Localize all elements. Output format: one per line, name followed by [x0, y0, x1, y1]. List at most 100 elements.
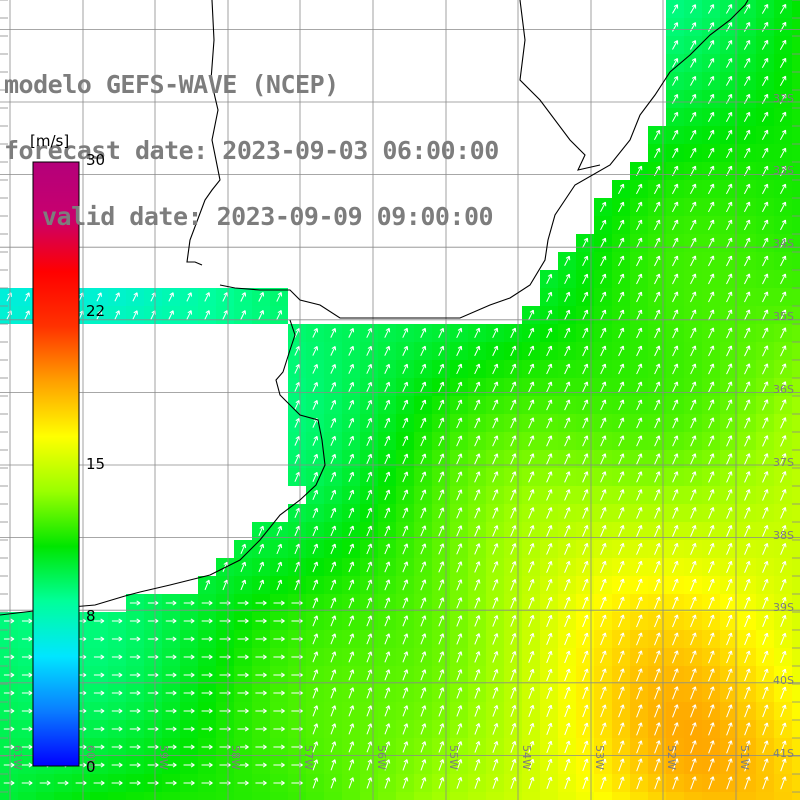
wind-arrow [402, 453, 409, 465]
wind-arrow [780, 542, 787, 555]
wind-arrow [420, 381, 427, 393]
wind-arrow [708, 309, 715, 321]
wind-arrow [183, 636, 195, 642]
speed-cell [576, 792, 594, 800]
wind-arrow [420, 723, 427, 735]
wind-arrow [330, 651, 337, 663]
wind-arrow [438, 363, 445, 375]
wind-arrow [402, 723, 409, 735]
wind-arrow [762, 758, 769, 772]
wind-arrow [780, 776, 787, 790]
wind-arrow [528, 309, 535, 321]
wind-arrow [240, 579, 247, 591]
wind-arrow [528, 525, 535, 537]
wind-arrow [456, 597, 463, 609]
wind-arrow [219, 618, 231, 624]
wind-arrow [420, 579, 427, 591]
wind-arrow [546, 722, 553, 736]
wind-arrow [636, 435, 643, 447]
wind-arrow [147, 744, 159, 750]
wind-arrow [366, 579, 373, 591]
wind-arrow [21, 636, 33, 642]
wind-arrow [474, 363, 481, 375]
wind-arrow [312, 669, 319, 681]
wind-arrow [600, 542, 607, 555]
wind-arrow [762, 327, 769, 339]
wind-arrow [780, 219, 787, 231]
speed-cell [0, 792, 18, 800]
speed-cell [630, 792, 648, 800]
wind-arrow [672, 237, 679, 249]
wind-arrow [366, 651, 373, 663]
wind-arrow [528, 471, 535, 483]
wind-arrow [780, 560, 787, 573]
wind-arrow [183, 618, 195, 624]
wind-arrow [618, 560, 625, 574]
wind-arrow [222, 292, 229, 302]
wind-arrow [420, 399, 427, 411]
lon-label: 54W [520, 745, 533, 770]
wind-arrow [438, 327, 445, 338]
wind-arrow [582, 255, 589, 267]
wind-arrow [3, 654, 15, 660]
wind-arrow [600, 507, 607, 519]
wind-arrow [708, 524, 715, 537]
wind-arrow [672, 58, 679, 68]
wind-arrow [222, 579, 229, 591]
wind-arrow [744, 614, 751, 628]
wind-arrow [348, 615, 355, 627]
speed-cell [486, 792, 504, 800]
wind-arrow [726, 758, 733, 772]
wind-arrow [237, 672, 249, 678]
wind-arrow [672, 363, 679, 375]
wind-arrow [312, 651, 319, 663]
speed-cell [792, 162, 800, 180]
wind-arrow [636, 237, 643, 249]
wind-arrow [348, 525, 355, 537]
wind-arrow [402, 507, 409, 519]
wind-arrow [672, 255, 679, 267]
wind-arrow [672, 740, 679, 754]
wind-arrow [312, 543, 319, 555]
speed-cell [792, 594, 800, 612]
wind-arrow [510, 579, 517, 591]
speed-cell [792, 126, 800, 144]
wind-arrow [330, 633, 337, 645]
wind-arrow [510, 740, 517, 753]
wind-arrow [438, 615, 445, 627]
wind-arrow [743, 129, 751, 141]
wind-arrow [600, 363, 607, 375]
wind-arrow [672, 668, 679, 682]
wind-arrow [582, 435, 589, 447]
wind-arrow [510, 758, 517, 771]
speed-cell [792, 252, 800, 270]
wind-arrow [219, 636, 231, 642]
wind-arrow [348, 381, 355, 392]
wind-arrow [366, 525, 373, 537]
speed-cell [792, 666, 800, 684]
wind-arrow [93, 654, 105, 660]
wind-arrow [114, 310, 120, 320]
wind-arrow [384, 615, 391, 627]
wind-arrow [330, 507, 337, 519]
wind-arrow [708, 22, 715, 32]
wind-arrow [690, 632, 697, 646]
wind-arrow [132, 292, 138, 302]
wind-arrow [75, 780, 87, 786]
speed-cell [270, 792, 288, 800]
wind-arrow [528, 668, 535, 681]
wind-arrow [690, 722, 697, 736]
colorbar-tick-30: 30 [86, 151, 106, 169]
wind-arrow [780, 668, 787, 682]
wind-arrow [384, 507, 391, 519]
wind-arrow [690, 363, 697, 375]
wind-arrow [690, 111, 697, 122]
wind-arrow [528, 417, 535, 429]
wind-arrow [672, 542, 679, 555]
wind-arrow [129, 690, 141, 696]
wind-arrow [780, 650, 787, 664]
wind-arrow [654, 291, 661, 303]
speed-cell [702, 792, 720, 800]
speed-cell [792, 468, 800, 486]
wind-arrow [528, 327, 535, 339]
